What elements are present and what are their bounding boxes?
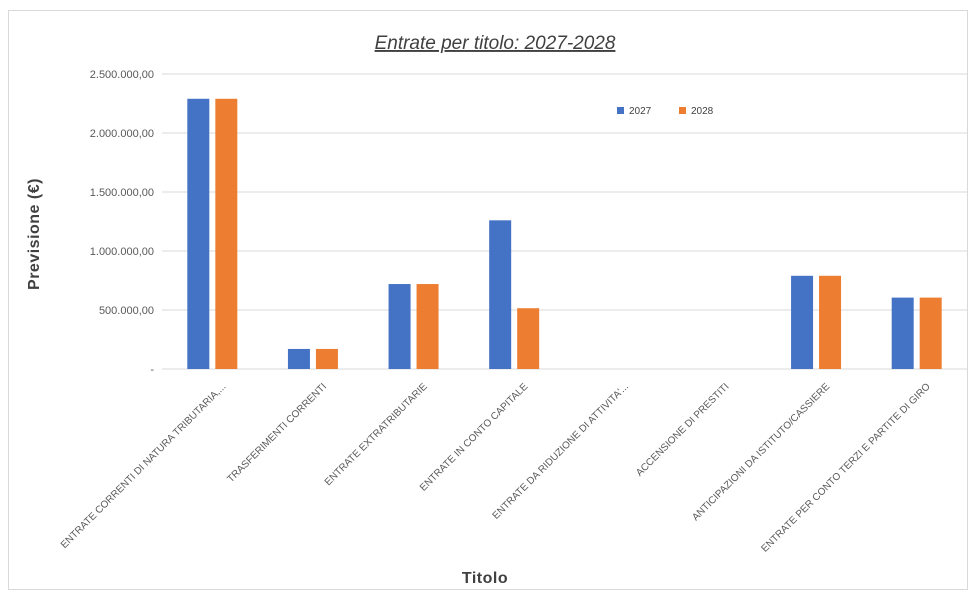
x-axis-title: Titolo	[462, 570, 508, 587]
x-tick-label: TRASFERIMENTI CORRENTI	[225, 381, 329, 485]
bar-2028-3	[517, 308, 540, 369]
y-axis-title: Previsione (€)	[26, 178, 43, 290]
bar-2027-3	[489, 220, 512, 369]
bar-chart: Entrate per titolo: 2027-2028 - 500.000,0…	[26, 33, 967, 587]
gridlines	[162, 73, 967, 370]
bar-2028-6	[819, 275, 842, 369]
y-axis-ticks: - 500.000,00 1.000.000,00 1.500.000,00 2.000…	[90, 69, 155, 376]
legend: 2027 2028	[617, 106, 714, 117]
bar-2028-0	[215, 98, 238, 369]
bar-2028-1	[315, 348, 338, 369]
legend-label-2028: 2028	[691, 106, 714, 117]
y-tick-label: 500.000,00	[99, 305, 154, 317]
bar-2027-2	[388, 284, 411, 369]
x-tick-label: ENTRATE IN CONTO CAPITALE	[418, 381, 531, 494]
y-tick-label: 2.000.000,00	[90, 128, 154, 140]
chart-title: Entrate per titolo: 2027-2028	[375, 33, 616, 54]
bar-2027-7	[891, 297, 914, 369]
bar-2027-1	[287, 348, 310, 369]
x-tick-label: ENTRATE EXTRATRIBUTARIE	[323, 381, 430, 488]
x-tick-label: ENTRATE PER CONTO TERZI E PARTITE DI GIR…	[759, 381, 932, 554]
y-tick-label: 2.500.000,00	[90, 69, 154, 81]
x-tick-label: ENTRATE CORRENTI DI NATURA TRIBUTARIA,..…	[59, 381, 229, 551]
legend-swatch-2028	[679, 107, 686, 114]
legend-label-2027: 2027	[629, 106, 652, 117]
y-tick-label: 1.500.000,00	[90, 187, 154, 199]
bar-2027-6	[791, 275, 814, 369]
bar-2027-0	[187, 98, 210, 369]
y-tick-label: 1.000.000,00	[90, 246, 154, 258]
x-tick-label: ACCENSIONE DI PRESTITI	[634, 381, 731, 478]
bar-2028-7	[919, 297, 942, 369]
y-tick-label: -	[150, 364, 154, 376]
bars	[187, 98, 942, 369]
x-axis-ticks: ENTRATE CORRENTI DI NATURA TRIBUTARIA,..…	[59, 381, 933, 555]
chart-frame: Entrate per titolo: 2027-2028 - 500.000,0…	[8, 10, 968, 590]
bar-2028-2	[416, 284, 439, 369]
legend-swatch-2027	[617, 107, 624, 114]
